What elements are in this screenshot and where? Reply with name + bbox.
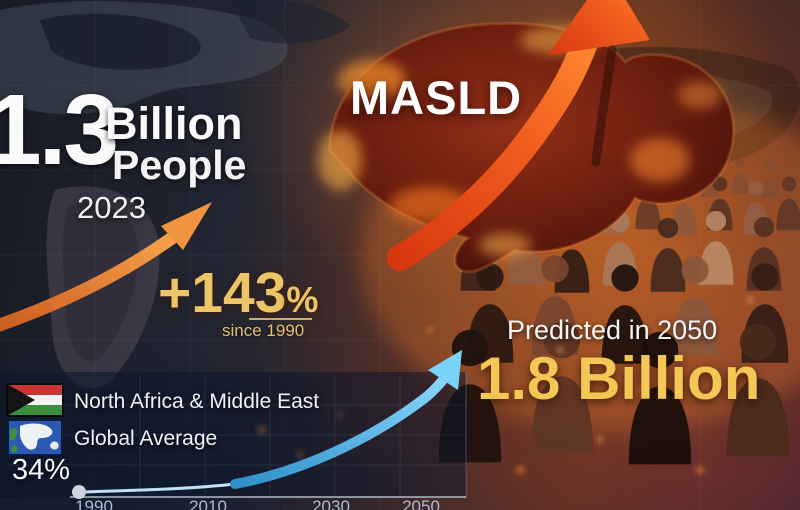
stat-2023-year: 2023 — [77, 190, 146, 225]
x-tick-2050: 2050 — [402, 497, 440, 510]
flag-black-triangle-red-white-green-icon — [6, 383, 64, 417]
growth-value: +143 — [158, 261, 287, 325]
growth-percent-sign: % — [286, 279, 319, 320]
global-average-line — [85, 482, 236, 494]
growth-caption: since 1990 — [222, 321, 305, 340]
chart-gridlines — [8, 376, 466, 497]
prediction-label: Predicted in 2050 — [507, 315, 718, 345]
series-start-dot — [72, 485, 86, 499]
prediction-value: 1.8 Billion — [477, 345, 761, 412]
growth-stat: +143% — [158, 260, 318, 326]
legend-label-global-average: Global Average — [74, 427, 218, 450]
stat-2023-unit-billion: Billion — [105, 98, 243, 149]
globe-world-map-icon — [7, 419, 63, 456]
mini-chart: 1990 2010 2030 2050 — [0, 372, 467, 510]
x-tick-2030: 2030 — [312, 497, 350, 510]
x-tick-2010: 2010 — [189, 497, 227, 510]
x-tick-1990: 1990 — [75, 497, 113, 510]
red-rising-arrow — [387, 0, 650, 271]
growth-underline — [249, 318, 312, 320]
global-average-current-value: 34% — [12, 454, 71, 486]
stat-2023-value: 1.3 — [0, 74, 119, 186]
stat-2023-unit-people: People — [112, 142, 247, 188]
blue-rising-arrow — [230, 350, 462, 489]
orange-growth-arrow — [0, 202, 212, 332]
legend-label-north-africa-middle-east: North Africa & Middle East — [74, 390, 320, 413]
masld-title: MASLD — [350, 71, 523, 124]
